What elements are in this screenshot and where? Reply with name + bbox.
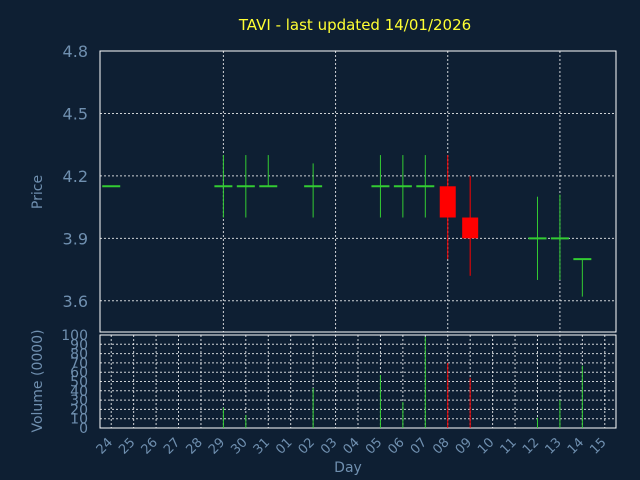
x-tick-label: 06 <box>385 435 407 457</box>
x-tick-label: 01 <box>273 435 295 457</box>
volume-tick-label: 70 <box>70 356 88 372</box>
volume-tick-label: 30 <box>70 393 88 409</box>
x-tick-label: 09 <box>453 435 475 457</box>
x-tick-label: 02 <box>296 435 318 457</box>
volume-tick-label: 90 <box>70 337 88 353</box>
x-tick-label: 08 <box>430 435 452 457</box>
volume-tick-label: 0 <box>79 421 88 437</box>
x-tick-label: 31 <box>251 435 273 457</box>
x-tick-label: 29 <box>206 435 228 457</box>
x-tick-label: 11 <box>498 435 520 457</box>
x-tick-label: 15 <box>587 435 609 457</box>
volume-tick-label: 80 <box>70 347 88 363</box>
volume-bars-layer <box>222 336 583 428</box>
price-tick-label: 3.9 <box>63 229 88 248</box>
x-tick-label: 12 <box>520 435 542 457</box>
candles-layer <box>102 155 592 297</box>
volume-tick-label: 50 <box>70 375 88 391</box>
grid-layer <box>99 50 617 429</box>
volume-tick-label: 100 <box>61 328 88 344</box>
volume-tick-label: 10 <box>70 412 88 428</box>
x-tick-label: 28 <box>183 435 205 457</box>
price-tick-label: 4.5 <box>63 104 88 123</box>
price-tick-label: 4.2 <box>63 167 88 186</box>
volume-tick-label: 20 <box>70 402 88 418</box>
x-tick-label: 10 <box>475 435 497 457</box>
x-tick-label: 04 <box>341 435 363 457</box>
price-tick-label: 4.8 <box>63 42 88 61</box>
x-tick-label: 13 <box>542 435 564 457</box>
x-tick-label: 14 <box>565 435 587 457</box>
volume-tick-label: 40 <box>70 384 88 400</box>
price-panel-frame <box>99 50 617 333</box>
candle-body <box>439 186 456 218</box>
x-tick-label: 07 <box>408 435 430 457</box>
x-tick-label: 27 <box>161 435 183 457</box>
x-tick-label: 05 <box>363 435 385 457</box>
x-tick-label: 26 <box>139 435 161 457</box>
volume-tick-label: 60 <box>70 365 88 381</box>
price-tick-label: 3.6 <box>63 292 88 311</box>
candle-body <box>462 217 479 239</box>
x-tick-label: 25 <box>116 435 138 457</box>
x-tick-label: 30 <box>228 435 250 457</box>
x-axis-label: Day <box>334 460 362 476</box>
x-tick-label: 24 <box>94 435 116 457</box>
chart-title: TAVI - last updated 14/01/2026 <box>238 16 471 34</box>
price-axis-label: Price <box>30 175 46 209</box>
x-tick-label: 03 <box>318 435 340 457</box>
volume-axis-label: Volume (0000) <box>30 329 46 432</box>
